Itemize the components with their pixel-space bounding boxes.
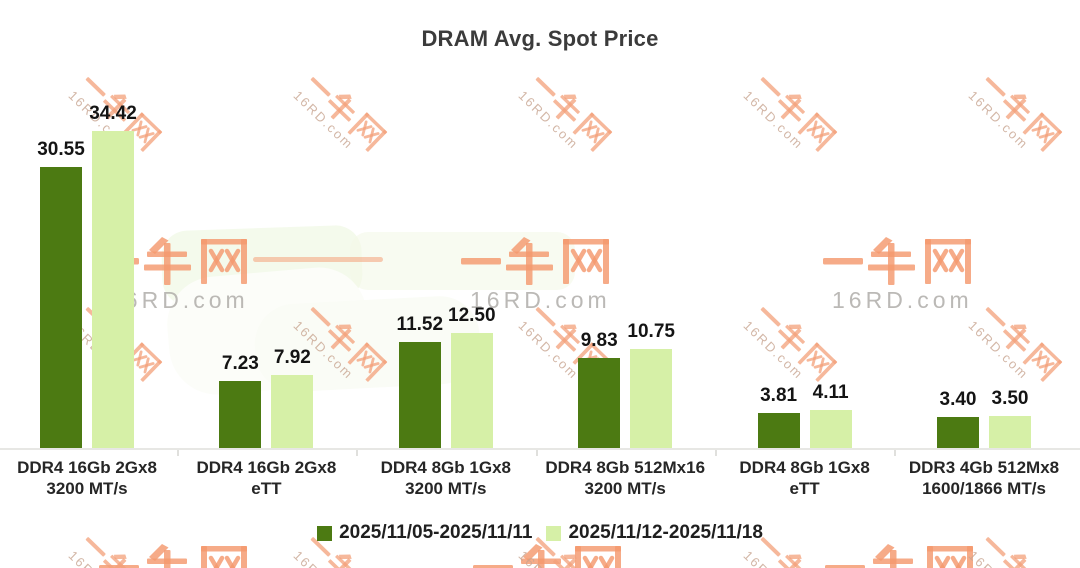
category-label: DDR4 16Gb 2Gx8 eTT [166,457,366,499]
axis-tick [714,450,717,456]
bar-series1 [219,381,262,448]
bar-series1 [578,357,621,448]
value-label: 30.55 [37,138,85,160]
axis-tick [176,450,179,456]
value-label: 7.23 [221,353,259,375]
axis-tick [535,450,538,456]
category-line2: eTT [789,479,820,498]
x-axis-line [0,448,1080,450]
category-line1: DDR4 8Gb 512Mx16 [545,458,706,477]
value-label: 10.75 [627,321,675,343]
bar-series1 [937,416,979,448]
bar-series2 [450,333,493,448]
category-line1: DDR4 8Gb 1Gx8 [739,458,870,477]
value-label: 3.81 [760,384,798,406]
category-label: DDR4 8Gb 1Gx8 3200 MT/s [346,457,546,499]
bar-series2 [92,131,134,448]
category-label: DDR4 8Gb 512Mx16 3200 MT/s [525,457,725,499]
value-label: 4.11 [812,382,849,404]
category-label: DDR4 8Gb 1Gx8 eTT [705,457,905,499]
category-line2: 3200 MT/s [584,479,666,498]
axis-tick [894,450,897,456]
chart-title: DRAM Avg. Spot Price [421,26,659,51]
legend-label-week2: 2025/11/12-2025/11/18 [568,522,763,543]
category-line1: DDR4 16Gb 2Gx8 [196,458,337,477]
value-label: 11.52 [396,314,444,336]
legend-swatch-week2-icon [546,525,562,541]
category-line1: DDR4 8Gb 1Gx8 [380,458,511,477]
bar-series1 [398,342,441,448]
category-line2: 1600/1866 MT/s [922,479,1046,498]
legend-item-week1: 2025/11/05-2025/11/11 [317,522,532,544]
category-line1: DDR4 16Gb 2Gx8 [17,458,157,477]
value-label: 3.50 [991,387,1029,409]
legend-item-week2: 2025/11/12-2025/11/18 [546,522,763,544]
value-label: 12.50 [448,305,496,326]
category-line2: 3200 MT/s [46,479,128,498]
category-line2: 3200 MT/s [405,479,487,498]
value-label: 34.42 [89,103,137,125]
legend-label-week1: 2025/11/05-2025/11/11 [339,522,533,543]
category-line1: DDR3 4Gb 512Mx8 [908,458,1060,477]
legend: 2025/11/05-2025/11/11 2025/11/12-2025/11… [0,522,1080,544]
axis-tick [356,450,359,456]
value-label: 7.92 [273,347,311,369]
legend-swatch-week1-icon [317,525,333,541]
watermark-rule [253,257,383,262]
bar-series1 [40,166,82,448]
bar-series2 [989,415,1031,448]
category-line2: eTT [251,479,282,498]
bar-series1 [757,412,800,448]
bar-series2 [271,375,314,448]
bar-series2 [630,349,673,448]
value-label: 3.40 [939,388,977,410]
category-label: DDR3 4Gb 512Mx8 1600/1866 MT/s [884,457,1080,499]
bar-series2 [809,410,852,448]
category-label: DDR4 16Gb 2Gx8 3200 MT/s [0,457,187,499]
